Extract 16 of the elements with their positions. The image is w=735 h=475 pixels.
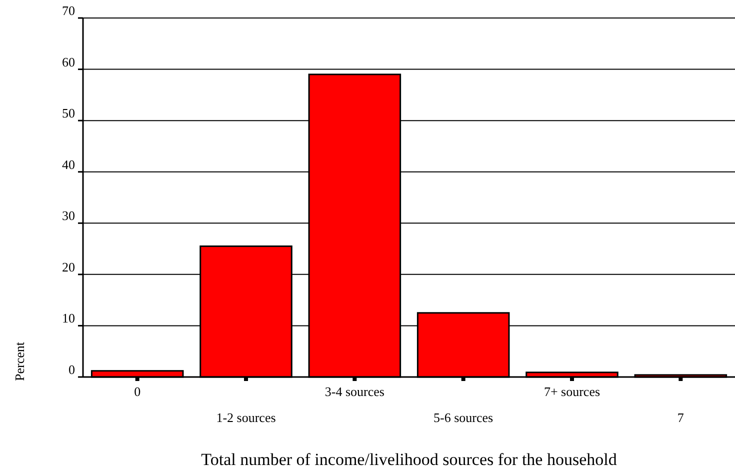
y-tick-label: 30: [62, 208, 75, 224]
y-axis-title: Percent: [12, 342, 27, 381]
x-tick-label: 0: [134, 384, 141, 399]
x-tick-label: 7: [677, 410, 684, 425]
x-tick-label: 1-2 sources: [216, 410, 276, 425]
x-axis-title: Total number of income/livelihood sources for the household: [201, 450, 618, 469]
y-tick-label: 10: [62, 310, 75, 326]
y-tick-label: 20: [62, 259, 75, 274]
x-tick-label: 3-4 sources: [324, 384, 384, 399]
x-tick-label: 7+ sources: [544, 384, 600, 399]
x-tick-label: 5-6 sources: [434, 410, 494, 425]
y-tick-label: 50: [62, 106, 75, 121]
y-tick-label: 70: [62, 3, 75, 18]
y-tick-label: 40: [62, 156, 75, 172]
y-tick-label: 60: [62, 54, 75, 70]
y-tick-label: 0: [68, 362, 75, 377]
